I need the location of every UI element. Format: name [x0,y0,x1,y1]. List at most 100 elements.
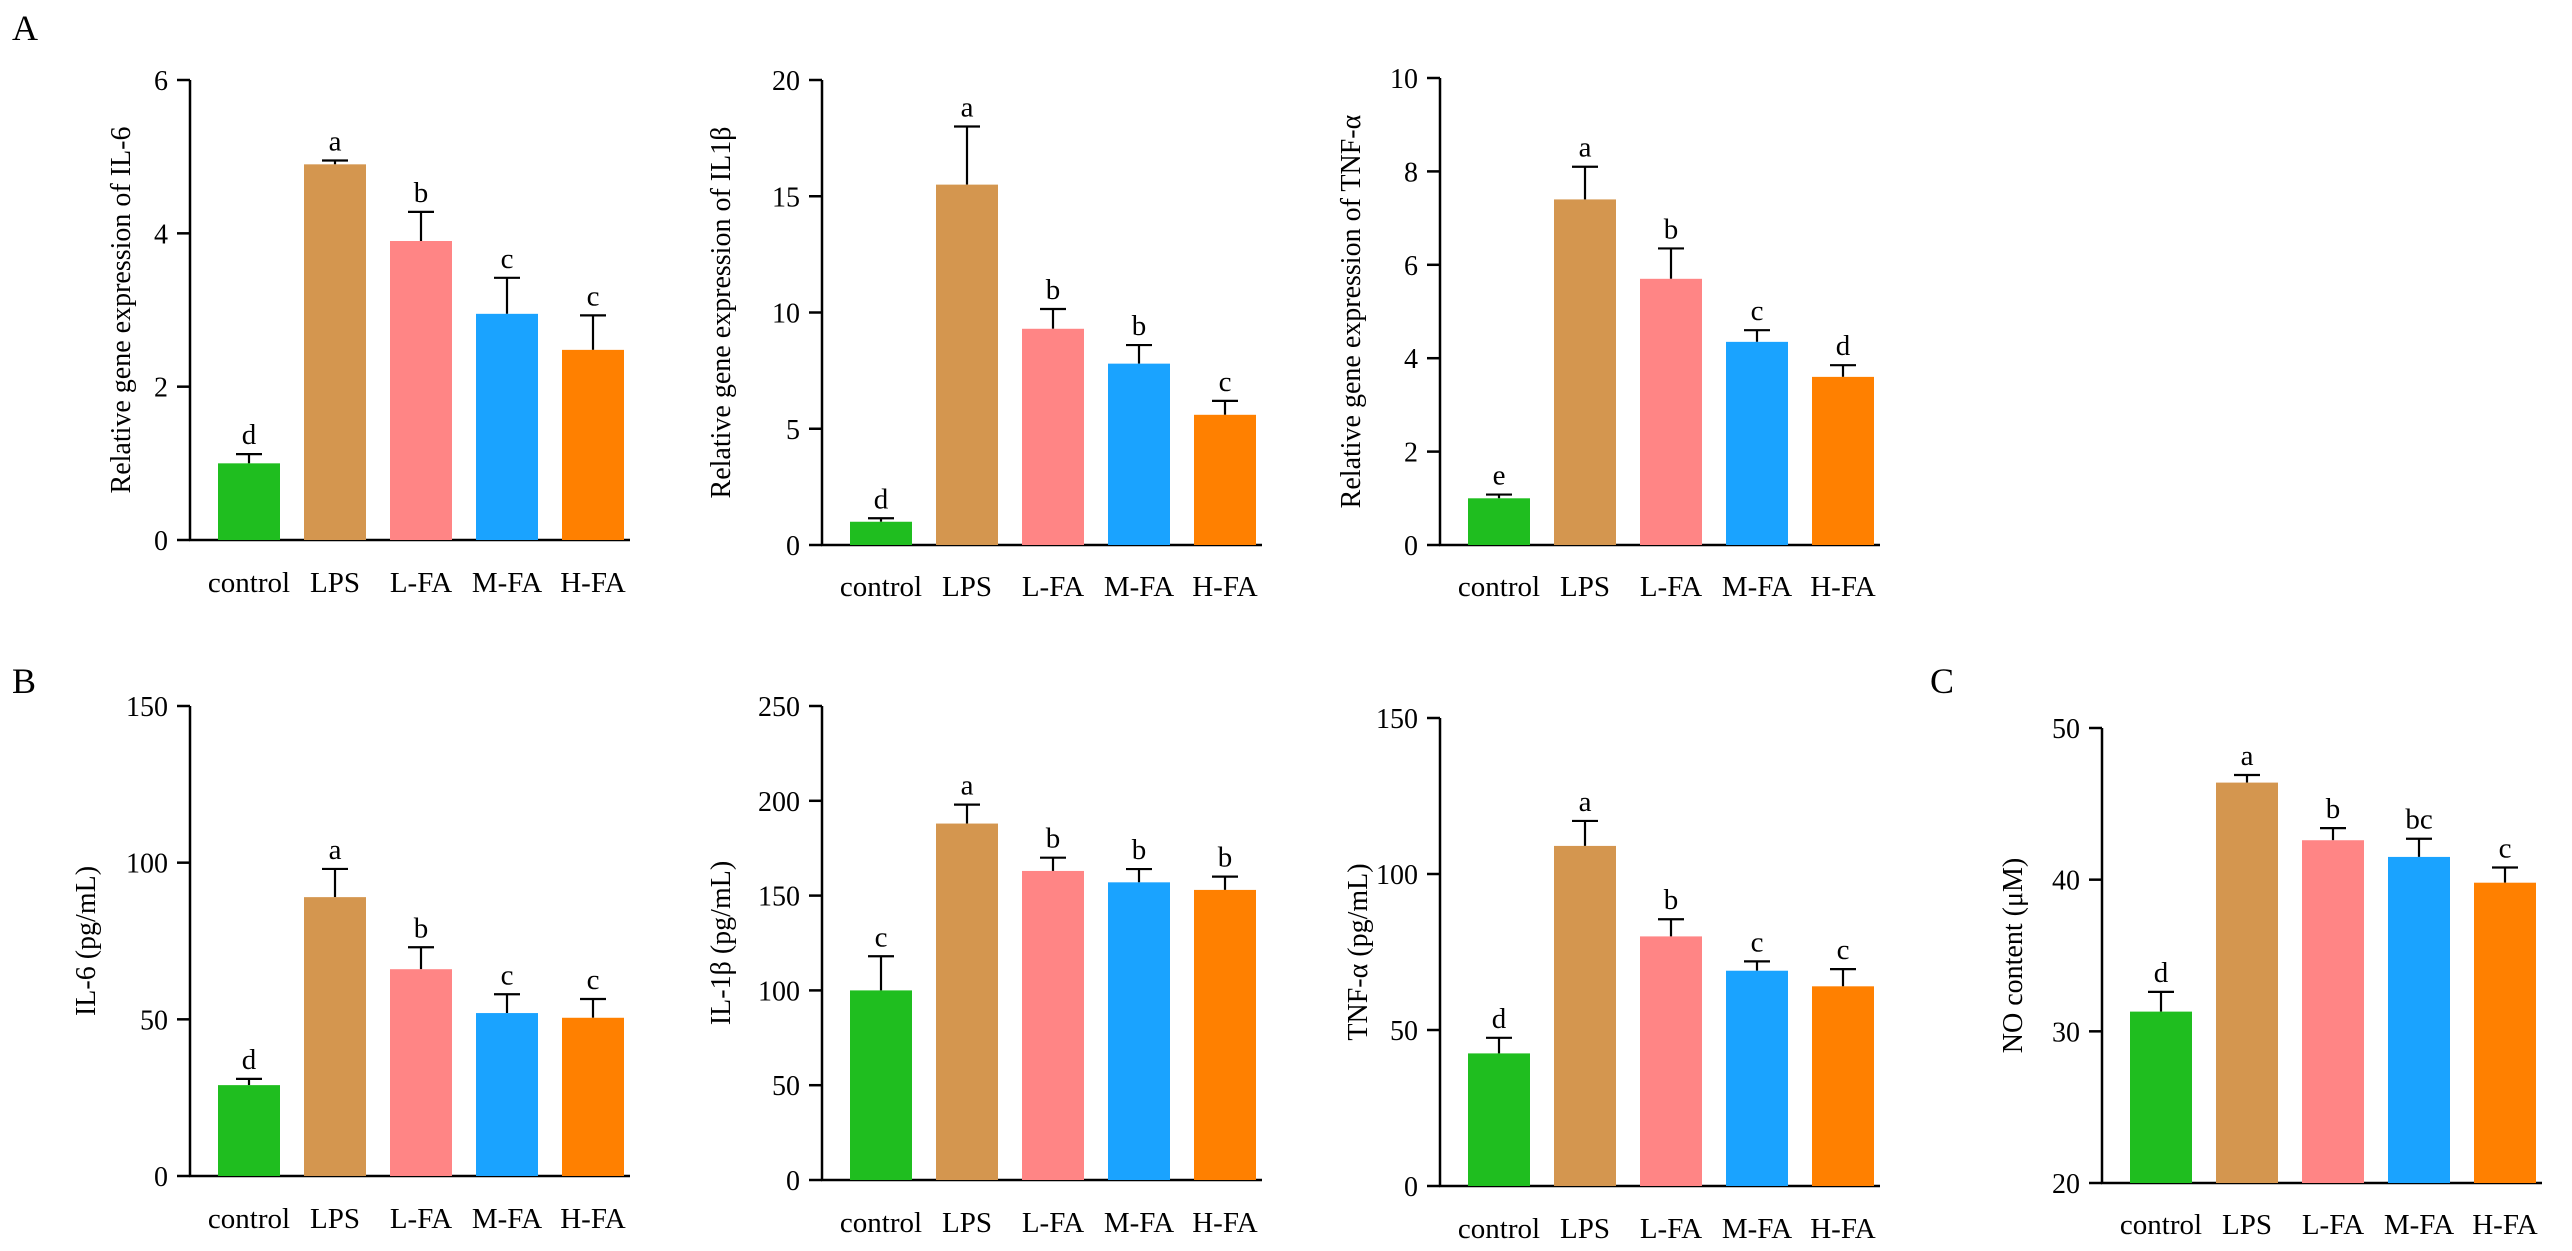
category-label: M-FA [1104,1207,1174,1239]
panel-label-b: B [12,661,36,701]
y-tick-label: 150 [126,692,168,723]
bar-l-fa [1022,328,1084,545]
significance-label: c [587,964,600,996]
significance-label: c [875,921,888,953]
bar-chart-3: 0 2 4 6 8 10 Relative gene expression of TNF-α… [1336,64,1880,603]
bar-control [850,521,912,545]
bar-l-fa [390,969,452,1176]
bar-lps [304,164,366,541]
y-tick-label: 10 [1390,64,1418,95]
significance-label: b [1046,823,1061,855]
y-tick-label: 2 [1404,438,1418,469]
category-label: control [840,571,922,603]
y-tick-label: 0 [1404,1172,1418,1203]
y-axis-label: NO content (μM) [1998,858,2029,1053]
category-label: control [208,567,290,599]
significance-label: c [501,243,514,275]
significance-label: c [1219,366,1232,398]
category-label: M-FA [472,1203,542,1235]
bar-m-fa [1726,341,1788,545]
bar-chart-4: 0 50 100 150 IL-6 (pg/mL) d control a LPS b L-FA c M… [71,692,630,1235]
y-tick-label: 150 [1376,704,1418,735]
category-label: LPS [2222,1209,2272,1241]
category-label: M-FA [1722,571,1792,603]
y-tick-label: 4 [154,219,168,250]
category-label: H-FA [2472,1209,2538,1241]
category-label: M-FA [1104,571,1174,603]
significance-label: d [1492,1003,1507,1035]
y-tick-label: 10 [772,299,800,330]
bar-control [1468,1053,1530,1186]
bar-control [850,990,912,1180]
y-tick-label: 6 [1404,251,1418,282]
category-label: L-FA [1640,1213,1702,1245]
significance-label: d [242,1044,257,1076]
y-tick-label: 250 [758,692,800,723]
bar-control [2130,1011,2192,1183]
significance-label: d [1836,330,1851,362]
panel-label-c: C [1930,661,1954,701]
significance-label: b [1664,884,1679,916]
bar-control [218,463,280,540]
category-label: H-FA [1810,1213,1876,1245]
significance-label: b [414,912,429,944]
bar-l-fa [1640,936,1702,1186]
category-label: LPS [310,567,360,599]
bar-l-fa [1022,870,1084,1180]
y-tick-label: 50 [1390,1016,1418,1047]
category-label: L-FA [2302,1209,2364,1241]
y-tick-label: 8 [1404,157,1418,188]
significance-label: a [961,92,974,124]
significance-label: b [2326,793,2341,825]
bar-l-fa [1640,278,1702,545]
y-tick-label: 6 [154,66,168,97]
significance-label: c [587,280,600,312]
bar-h-fa [2474,882,2536,1183]
significance-label: c [501,959,514,991]
significance-label: c [1751,295,1764,327]
significance-label: a [2241,740,2254,772]
bar-h-fa [1812,986,1874,1186]
category-label: control [840,1207,922,1239]
y-tick-label: 200 [758,787,800,818]
category-label: LPS [310,1203,360,1235]
significance-label: a [329,834,342,866]
y-tick-label: 15 [772,182,800,213]
bar-h-fa [562,1017,624,1176]
y-tick-label: 0 [1404,531,1418,562]
y-axis-label: Relative gene expression of IL-6 [106,127,137,494]
category-label: L-FA [1022,571,1084,603]
significance-label: b [1046,274,1061,306]
bar-h-fa [1194,414,1256,545]
charts-container: 0 2 4 6 Relative gene expression of IL-6 d con… [71,64,2542,1245]
category-label: H-FA [560,1203,626,1235]
category-label: M-FA [2384,1209,2454,1241]
significance-label: b [414,177,429,209]
significance-label: c [2499,833,2512,865]
bar-lps [1554,845,1616,1186]
category-label: LPS [942,1207,992,1239]
bar-lps [304,897,366,1176]
significance-label: bc [2405,804,2432,836]
category-label: H-FA [1810,571,1876,603]
y-tick-label: 30 [2052,1017,2080,1048]
category-label: H-FA [1192,1207,1258,1239]
y-axis-label: IL-1β (pg/mL) [706,861,737,1025]
significance-label: a [1579,786,1592,818]
y-tick-label: 40 [2052,866,2080,897]
significance-label: b [1218,842,1233,874]
category-label: control [2120,1209,2202,1241]
bar-m-fa [476,1013,538,1176]
y-tick-label: 100 [758,976,800,1007]
bar-chart-1: 0 2 4 6 Relative gene expression of IL-6 d con… [106,66,630,599]
y-tick-label: 0 [786,531,800,562]
significance-label: b [1132,310,1147,342]
category-label: LPS [942,571,992,603]
bar-h-fa [562,349,624,540]
y-tick-label: 150 [758,882,800,913]
bar-control [1468,498,1530,545]
significance-label: a [1579,132,1592,164]
category-label: L-FA [1640,571,1702,603]
y-tick-label: 20 [2052,1169,2080,1200]
